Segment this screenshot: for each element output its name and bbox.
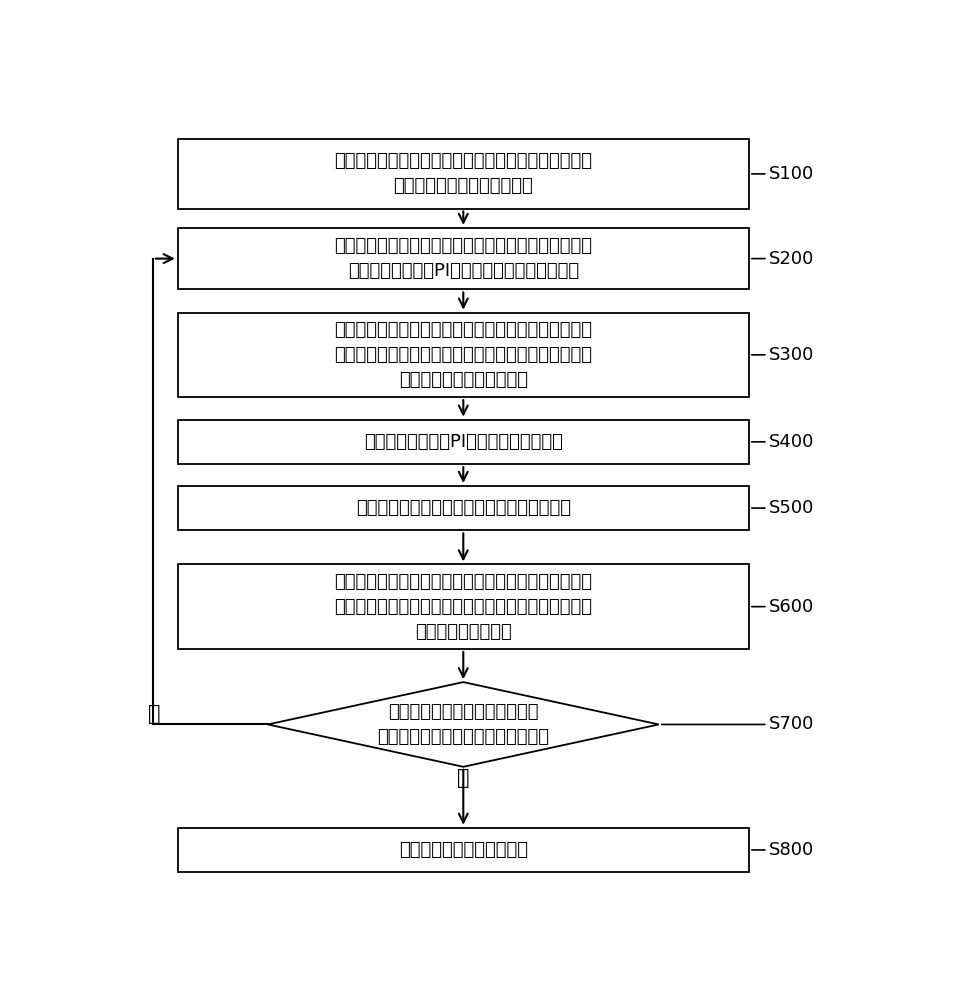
Text: 停止对直流电压斜率的调节: 停止对直流电压斜率的调节	[398, 841, 527, 859]
Text: 根据送端换流器的直流电压值与预设的稳定电压参考值
之间的误差，通过PI控制算法调节直流电压斜率: 根据送端换流器的直流电压值与预设的稳定电压参考值 之间的误差，通过PI控制算法调…	[334, 237, 592, 280]
FancyBboxPatch shape	[177, 139, 748, 209]
Text: 根据直流电压斜率、预设的直流电压控制输入值、换流
器的直流电压值、预设的直流功率控制输入值以及换流
器的直流功率，计算误差量: 根据直流电压斜率、预设的直流电压控制输入值、换流 器的直流电压值、预设的直流功率…	[334, 321, 592, 389]
Text: S500: S500	[768, 499, 814, 517]
FancyBboxPatch shape	[177, 313, 748, 397]
Polygon shape	[267, 682, 658, 767]
Text: S600: S600	[768, 598, 814, 616]
Text: S700: S700	[768, 715, 814, 733]
Text: 判断送端换流器的调节直流电压
值与预设的稳定电压参考值是否相等: 判断送端换流器的调节直流电压 值与预设的稳定电压参考值是否相等	[377, 703, 548, 746]
FancyBboxPatch shape	[177, 228, 748, 289]
FancyBboxPatch shape	[177, 828, 748, 872]
Text: S800: S800	[768, 841, 814, 859]
Text: 根据控制量，计算送端换流器的调节直流功率: 根据控制量，计算送端换流器的调节直流功率	[356, 499, 570, 517]
Text: 是: 是	[456, 768, 469, 788]
Text: S400: S400	[768, 433, 814, 451]
Text: S100: S100	[768, 165, 814, 183]
Text: 否: 否	[147, 704, 160, 724]
Text: 当送端换流器的调节直流功率在送端换流器预设的直流
功率范围时，获取通过调节直流功率调节后的送端换流
器的调节直流电压值: 当送端换流器的调节直流功率在送端换流器预设的直流 功率范围时，获取通过调节直流功…	[334, 573, 592, 641]
Text: 根据误差量，通过PI控制算法计算控制量: 根据误差量，通过PI控制算法计算控制量	[363, 433, 562, 451]
Text: S200: S200	[768, 250, 814, 268]
FancyBboxPatch shape	[177, 486, 748, 530]
FancyBboxPatch shape	[177, 420, 748, 464]
FancyBboxPatch shape	[177, 564, 748, 649]
Text: S300: S300	[768, 346, 814, 364]
Text: 当多端柔性直流输电系统运行不稳定时，获取送端换流
器的直流电压值以及直流功率: 当多端柔性直流输电系统运行不稳定时，获取送端换流 器的直流电压值以及直流功率	[334, 152, 592, 195]
